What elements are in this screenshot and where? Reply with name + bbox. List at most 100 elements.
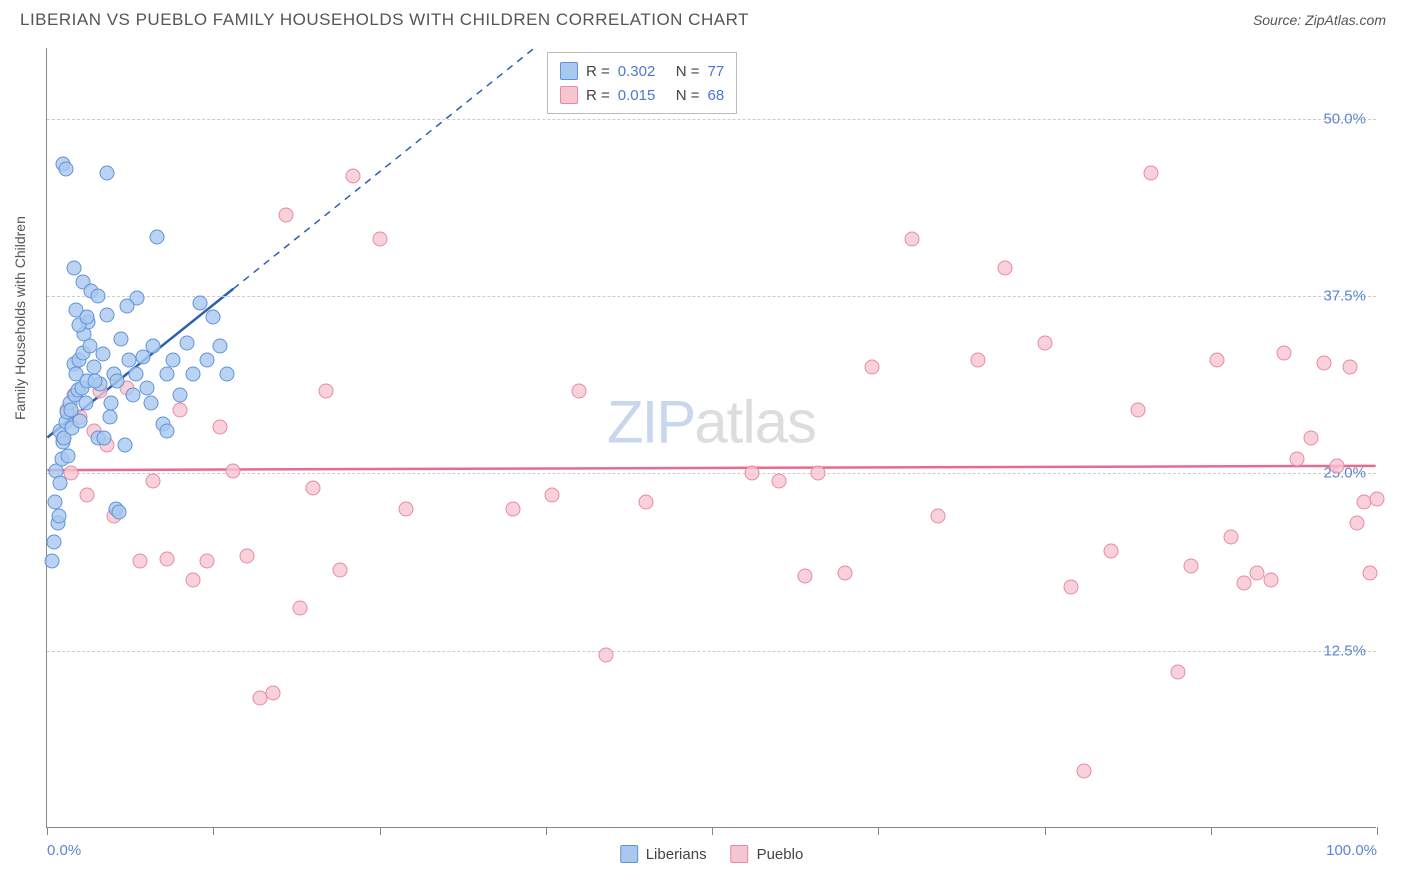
trendlines-svg (47, 48, 1376, 827)
liberians-point (118, 438, 133, 453)
pueblo-point (572, 384, 587, 399)
pueblo-point (1237, 575, 1252, 590)
liberians-point (129, 367, 144, 382)
pueblo-point (1290, 452, 1305, 467)
gridline (47, 119, 1376, 120)
liberians-point (150, 229, 165, 244)
liberians-point (90, 289, 105, 304)
chart-title: LIBERIAN VS PUEBLO FAMILY HOUSEHOLDS WIT… (20, 10, 749, 30)
pueblo-point (159, 551, 174, 566)
pueblo-point (199, 554, 214, 569)
liberians-point (110, 374, 125, 389)
pueblo-point (226, 463, 241, 478)
pueblo-point (173, 402, 188, 417)
legend-r-label: R = (586, 63, 610, 80)
pueblo-point (838, 565, 853, 580)
legend-r-value: 0.015 (618, 87, 668, 104)
liberians-point (206, 310, 221, 325)
pueblo-point (1223, 530, 1238, 545)
pueblo-point (1316, 355, 1331, 370)
liberians-point (99, 307, 114, 322)
pueblo-point (212, 419, 227, 434)
pueblo-point (864, 360, 879, 375)
pueblo-point (771, 473, 786, 488)
x-tick (213, 827, 214, 835)
pueblo-point (279, 208, 294, 223)
legend-swatch (731, 845, 749, 863)
liberians-point (166, 353, 181, 368)
pueblo-point (904, 232, 919, 247)
pueblo-point (811, 466, 826, 481)
pueblo-point (332, 562, 347, 577)
liberians-point (219, 367, 234, 382)
liberians-point (73, 413, 88, 428)
pueblo-point (638, 494, 653, 509)
legend-r-label: R = (586, 87, 610, 104)
pueblo-point (1363, 565, 1378, 580)
legend-stats-row: R =0.302N =77 (560, 59, 724, 83)
chart-area: ZIPatlas R =0.302N =77R =0.015N =68 Libe… (46, 48, 1376, 828)
pueblo-point (306, 480, 321, 495)
pueblo-point (1037, 335, 1052, 350)
x-tick (1377, 827, 1378, 835)
liberians-point (111, 504, 126, 519)
legend-swatch (620, 845, 638, 863)
legend-n-label: N = (676, 63, 700, 80)
liberians-point (95, 347, 110, 362)
legend-swatch (560, 62, 578, 80)
pueblo-point (931, 509, 946, 524)
liberians-point (99, 165, 114, 180)
watermark: ZIPatlas (607, 387, 816, 456)
pueblo-point (545, 487, 560, 502)
pueblo-point (1077, 764, 1092, 779)
pueblo-point (1170, 665, 1185, 680)
liberians-point (186, 367, 201, 382)
pueblo-point (1130, 402, 1145, 417)
pueblo-point (266, 686, 281, 701)
liberians-point (143, 395, 158, 410)
watermark-zip: ZIP (607, 388, 694, 455)
liberians-point (212, 338, 227, 353)
liberians-point (53, 476, 68, 491)
liberians-point (47, 494, 62, 509)
x-tick (1211, 827, 1212, 835)
pueblo-point (1350, 516, 1365, 531)
pueblo-point (292, 601, 307, 616)
liberians-point (46, 534, 61, 549)
legend-series-label: Liberians (646, 846, 707, 863)
liberians-point (179, 335, 194, 350)
liberians-point (119, 299, 134, 314)
x-tick (1045, 827, 1046, 835)
y-tick-label: 37.5% (1323, 288, 1366, 305)
x-tick-label: 100.0% (1326, 842, 1377, 859)
x-tick (546, 827, 547, 835)
legend-n-label: N = (676, 87, 700, 104)
liberians-point (79, 310, 94, 325)
liberians-point (102, 409, 117, 424)
pueblo-point (1064, 579, 1079, 594)
liberians-point (78, 395, 93, 410)
y-tick-label: 50.0% (1323, 110, 1366, 127)
x-tick (878, 827, 879, 835)
pueblo-point (1143, 165, 1158, 180)
x-tick-label: 0.0% (47, 842, 81, 859)
legend-bottom: LiberiansPueblo (620, 845, 804, 863)
liberians-point (114, 331, 129, 346)
pueblo-point (598, 647, 613, 662)
liberians-point (87, 374, 102, 389)
pueblo-point (798, 568, 813, 583)
gridline (47, 473, 1376, 474)
pueblo-point (372, 232, 387, 247)
liberians-point (139, 381, 154, 396)
pueblo-point (1104, 544, 1119, 559)
watermark-atlas: atlas (694, 388, 816, 455)
legend-r-value: 0.302 (618, 63, 668, 80)
x-tick (380, 827, 381, 835)
liberians-point (51, 509, 66, 524)
liberians-point (173, 388, 188, 403)
pueblo-point (1263, 572, 1278, 587)
legend-n-value: 68 (708, 87, 725, 104)
liberians-point (86, 360, 101, 375)
liberians-point (61, 449, 76, 464)
gridline (47, 651, 1376, 652)
